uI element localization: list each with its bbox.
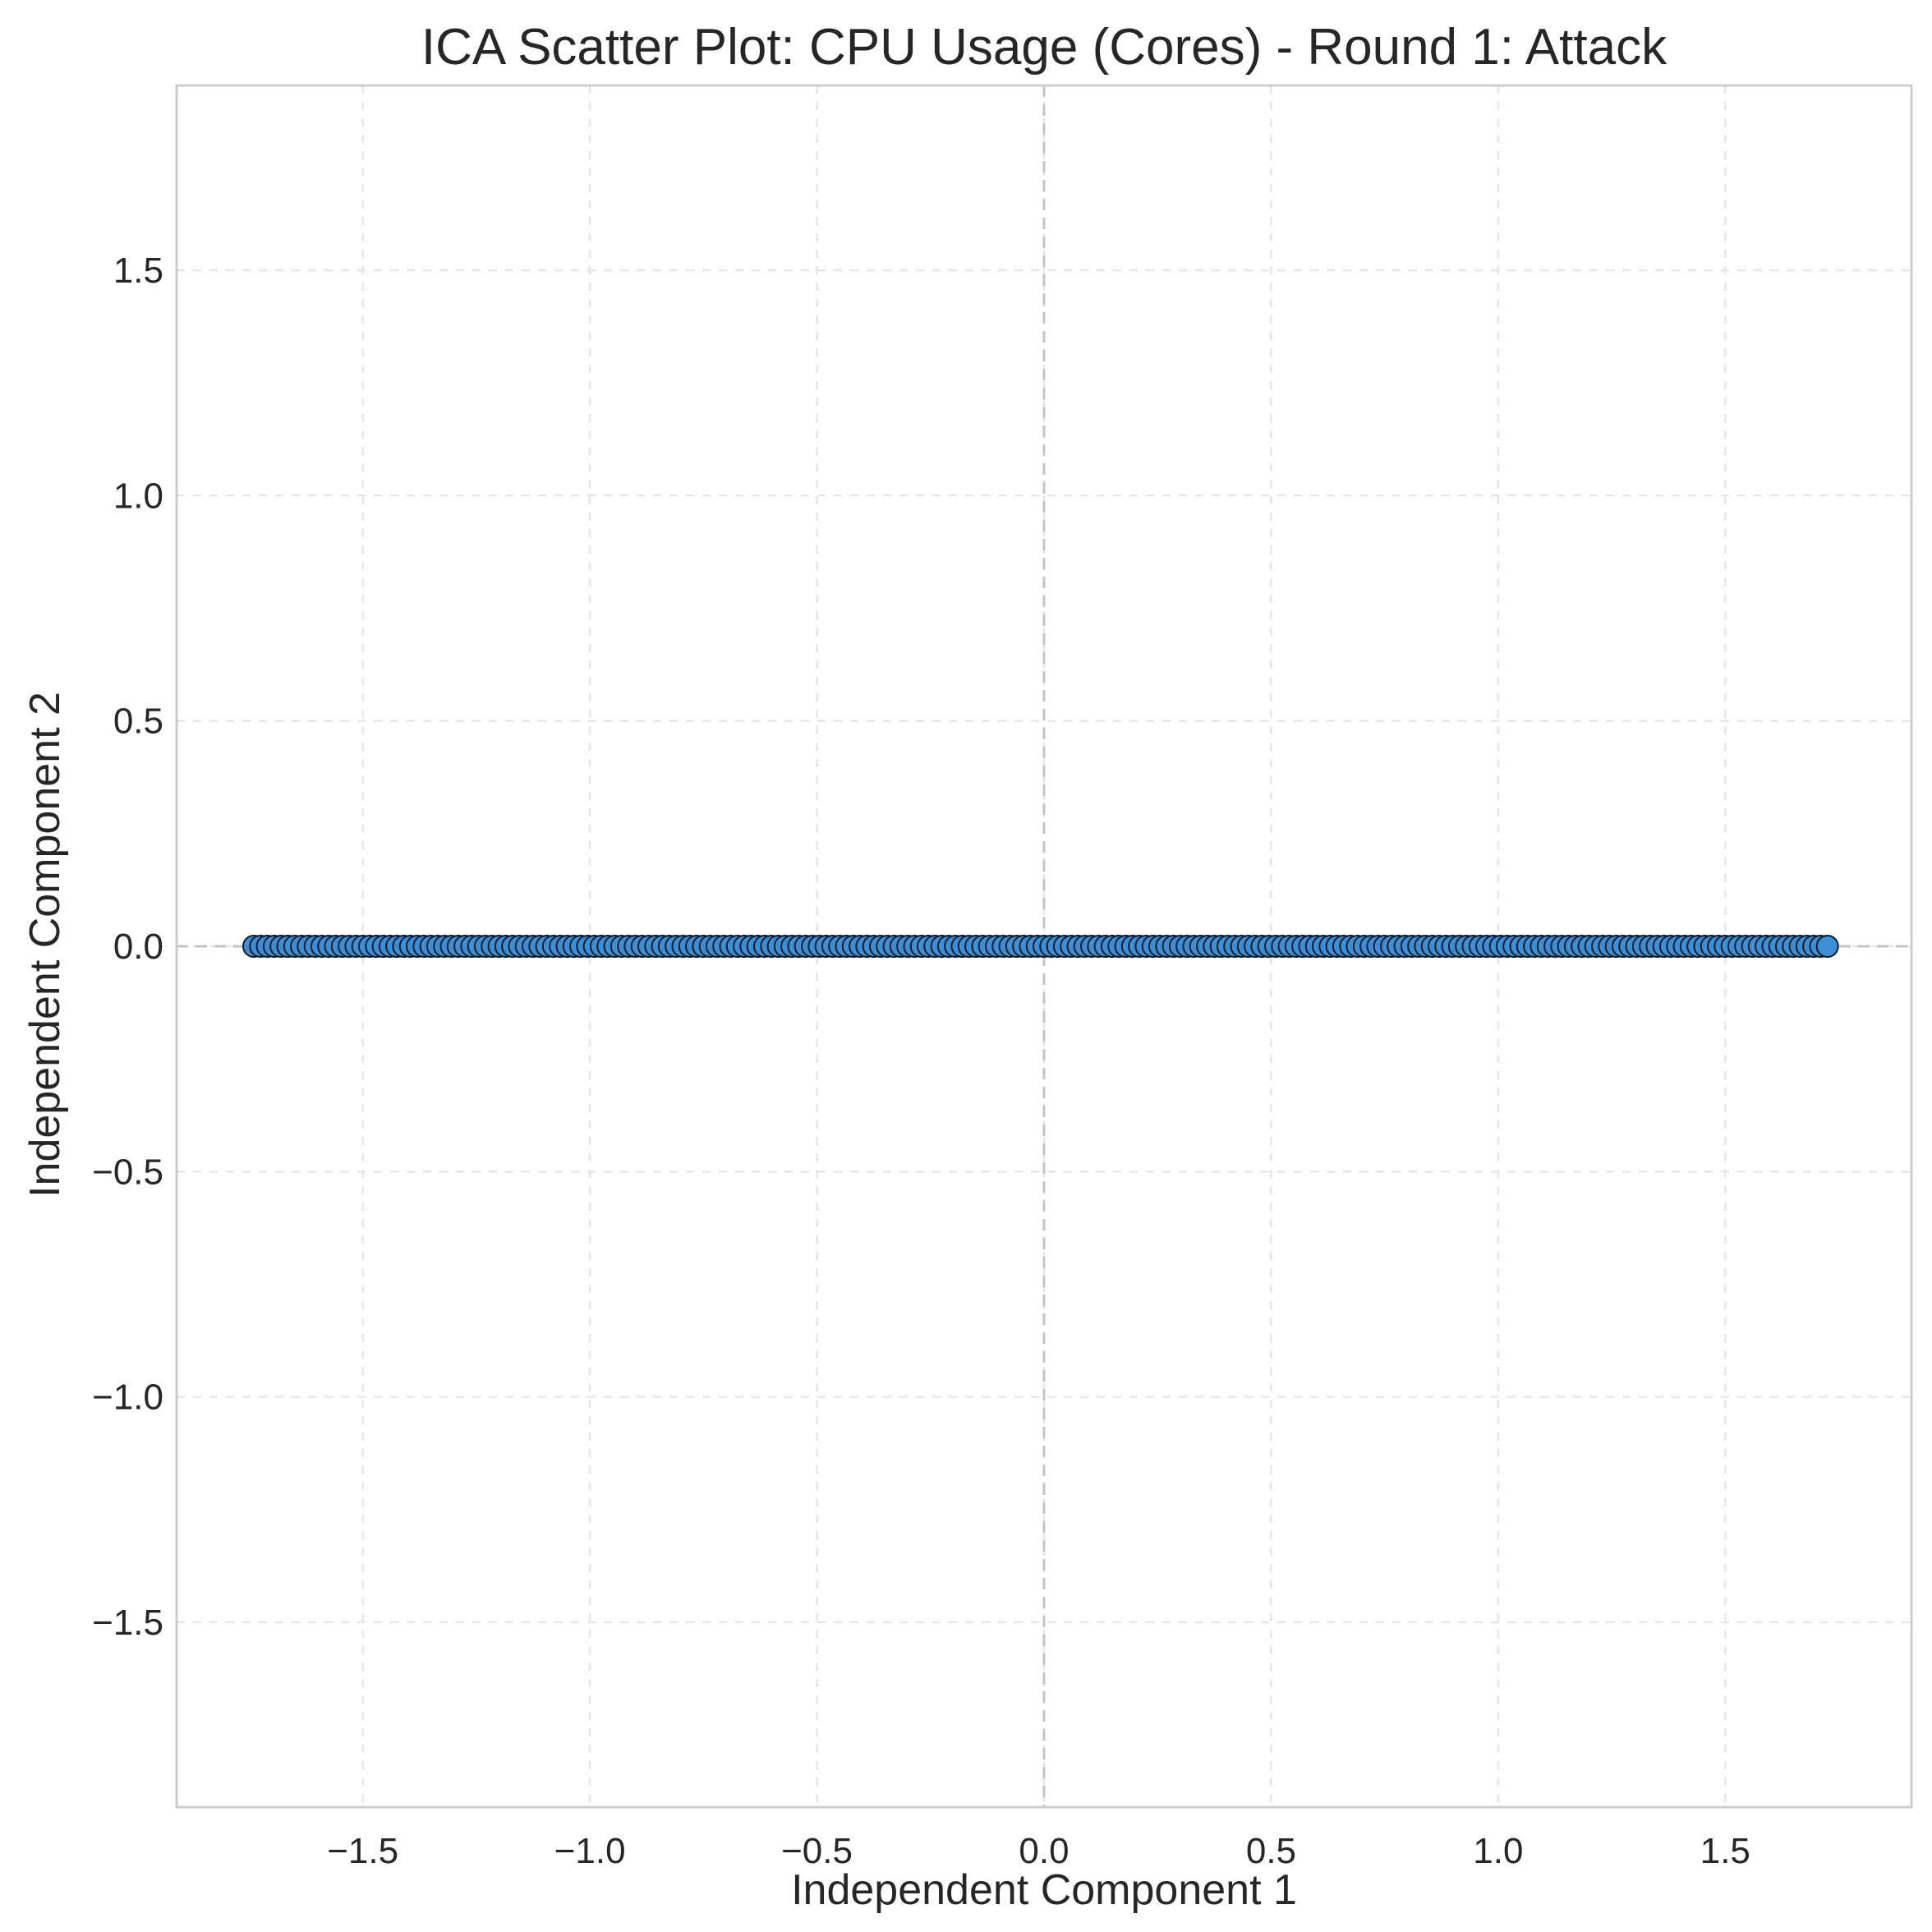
y-tick-label: 1.5 (113, 251, 163, 291)
x-tick-labels: −1.5 −1.0 −0.5 0.0 0.5 1.0 1.5 (327, 1831, 1750, 1871)
x-tick-label: 1.0 (1473, 1831, 1523, 1871)
x-tick-label: 0.0 (1019, 1831, 1069, 1871)
data-points (242, 935, 1839, 958)
plot-frame (175, 84, 1913, 1809)
y-tick-label: 1.0 (113, 476, 163, 516)
x-tick-label: −0.5 (781, 1831, 853, 1871)
y-axis-label: Independent Component 2 (21, 692, 69, 1198)
scatter-point (1815, 935, 1839, 958)
y-tick-label: 0.5 (113, 702, 163, 742)
y-tick-label: 0.0 (113, 927, 163, 967)
x-tick-label: −1.5 (327, 1831, 398, 1871)
x-axis-label: Independent Component 1 (791, 1866, 1297, 1914)
y-tick-label: −0.5 (92, 1152, 163, 1192)
x-tick-label: −1.0 (554, 1831, 626, 1871)
y-tick-label: −1.5 (92, 1603, 163, 1643)
y-tick-label: −1.0 (92, 1378, 163, 1418)
x-tick-label: 1.5 (1700, 1831, 1750, 1871)
x-tick-label: 0.5 (1246, 1831, 1296, 1871)
y-tick-labels: −1.5 −1.0 −0.5 0.0 0.5 1.0 1.5 (92, 251, 163, 1643)
chart-title: ICA Scatter Plot: CPU Usage (Cores) - Ro… (421, 19, 1668, 76)
